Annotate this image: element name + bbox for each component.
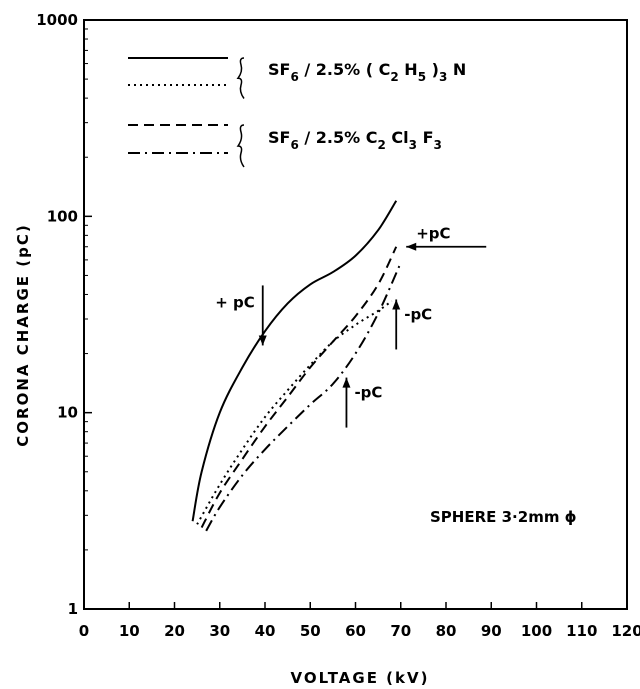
- x-tick-label: 70: [390, 622, 411, 640]
- annotation-label: + pC: [215, 293, 255, 311]
- legend: SF6 / 2.5% ( C2 H5 )3 N SF6 / 2.5% C2 Cl3…: [128, 57, 466, 168]
- annotation-arrowhead: [342, 377, 351, 388]
- series-line-dotted: [196, 300, 393, 525]
- x-axis-title: VOLTAGE (kV): [291, 669, 430, 687]
- annotation-label: +pC: [416, 225, 450, 243]
- y-axis-title: CORONA CHARGE (pC): [14, 223, 32, 446]
- series-line-solid: [191, 200, 398, 522]
- annotation-label: -pC: [354, 384, 382, 402]
- x-tick-label: 100: [521, 622, 552, 640]
- y-axis: 1 10 100 1000: [36, 11, 92, 618]
- series-line-dashdot: [205, 262, 402, 532]
- x-tick-label: 80: [436, 622, 457, 640]
- annotation-arrowhead: [392, 299, 401, 310]
- x-tick-label: 0: [79, 622, 89, 640]
- y-tick-label: 100: [47, 207, 78, 225]
- x-tick-label: 90: [481, 622, 502, 640]
- y-tick-label: 10: [57, 404, 78, 422]
- legend-label: SF6 / 2.5% ( C2 H5 )3 N: [268, 60, 466, 84]
- y-tick-label: 1: [68, 600, 78, 618]
- legend-brace: [236, 57, 245, 99]
- x-tick-label: 30: [209, 622, 230, 640]
- annotation-arrowhead: [406, 242, 417, 251]
- x-tick-label: 20: [164, 622, 185, 640]
- annotation-label: -pC: [404, 305, 432, 323]
- x-tick-label: 120: [611, 622, 640, 640]
- x-tick-label: 110: [566, 622, 597, 640]
- sphere-note: SPHERE 3·2mm ϕ: [430, 508, 577, 526]
- series-line-dashed: [200, 246, 398, 528]
- annotation-arrowhead: [258, 335, 267, 346]
- legend-label: SF6 / 2.5% C2 Cl3 F3: [268, 128, 442, 152]
- x-tick-label: 40: [255, 622, 276, 640]
- x-axis: 0 10 20 30 40 50 60 70 80 90 100 110 120: [79, 602, 640, 640]
- series-layer: [191, 200, 402, 532]
- x-tick-label: 50: [300, 622, 321, 640]
- annotation-layer: + pC +pC -pC -pC: [215, 225, 487, 428]
- y-tick-label: 1000: [36, 11, 78, 29]
- x-tick-label: 10: [119, 622, 140, 640]
- legend-brace: [236, 124, 245, 168]
- x-tick-label: 60: [345, 622, 366, 640]
